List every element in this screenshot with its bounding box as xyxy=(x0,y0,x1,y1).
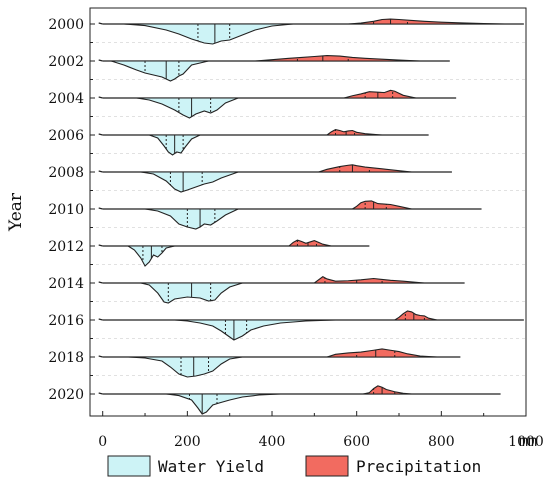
x-axis: 0 200 400 600 800 1000 xyxy=(98,411,544,450)
ridge-baseline-start-2010 xyxy=(98,207,103,210)
ridge-baseline-start-2004 xyxy=(98,96,103,99)
y-tick-label-2002: 2002 xyxy=(48,54,84,70)
ridge-baseline-start-2014 xyxy=(98,281,103,284)
water-yield-density-2020 xyxy=(166,393,281,415)
ridge-2002 xyxy=(98,55,450,82)
water-yield-density-2004 xyxy=(136,97,239,119)
ridge-baseline-start-2002 xyxy=(98,59,103,62)
y-tick-label-2008: 2008 xyxy=(48,165,84,181)
y-axis: 2020 2018 2016 2014 2012 2010 2008 2006 2004 2002… xyxy=(48,17,95,403)
x-tick-label-0: 0 xyxy=(98,434,107,450)
y-tick-label-2012: 2012 xyxy=(48,239,84,255)
ridge-baseline-start-2006 xyxy=(98,133,103,136)
x-tick-label-800: 800 xyxy=(428,434,455,450)
ridge-2008 xyxy=(98,164,452,193)
y-tick-label-2010: 2010 xyxy=(48,202,84,218)
legend-label-water-yield: Water Yield xyxy=(158,457,264,476)
legend: Water Yield Precipitation xyxy=(107,455,481,477)
ridges xyxy=(98,18,524,415)
x-tick-label-1000: 1000 xyxy=(508,434,544,450)
y-axis-title: Year xyxy=(6,192,26,232)
water-yield-density-2016 xyxy=(174,319,336,341)
ridge-baseline-start-2020 xyxy=(98,392,103,395)
x-axis-unit: mm xyxy=(519,432,537,450)
precipitation-density-2008 xyxy=(318,164,412,173)
water-yield-density-2002 xyxy=(110,60,209,82)
y-tick-label-2020: 2020 xyxy=(48,387,84,403)
precipitation-density-2016 xyxy=(392,310,438,321)
ridge-baseline-start-2018 xyxy=(98,355,103,358)
precipitation-density-2004 xyxy=(343,89,417,99)
x-tick-label-600: 600 xyxy=(343,434,370,450)
ridge-2012 xyxy=(98,239,370,267)
y-tick-label-2014: 2014 xyxy=(48,276,84,292)
water-yield-density-2008 xyxy=(140,171,239,193)
precipitation-density-2018 xyxy=(326,348,438,358)
plot-frame xyxy=(89,7,527,417)
ridge-2020 xyxy=(98,385,501,415)
legend-label-precipitation: Precipitation xyxy=(356,457,481,476)
ridge-2000 xyxy=(98,18,524,45)
y-tick-label-2004: 2004 xyxy=(48,91,84,107)
x-tick-label-400: 400 xyxy=(259,434,286,450)
ridge-baseline-start-2012 xyxy=(98,244,103,247)
y-tick-label-2006: 2006 xyxy=(48,128,84,144)
precipitation-density-2012 xyxy=(287,239,332,247)
y-tick-label-2018: 2018 xyxy=(48,350,84,366)
y-tick-label-2016: 2016 xyxy=(48,313,84,329)
precipitation-density-2014 xyxy=(312,276,425,284)
x-tick-label-200: 200 xyxy=(174,434,201,450)
precipitation-density-2002 xyxy=(255,55,421,62)
ridge-baseline-start-2000 xyxy=(98,22,103,25)
gridlines xyxy=(90,42,526,376)
ridge-2016 xyxy=(98,310,524,341)
water-yield-density-2000 xyxy=(123,23,294,45)
precipitation-density-2006 xyxy=(325,129,383,136)
legend-swatch-water-yield xyxy=(107,455,151,477)
ridge-baseline-start-2008 xyxy=(98,170,103,173)
precipitation-density-2010 xyxy=(350,200,412,210)
water-yield-density-2010 xyxy=(144,208,239,230)
precipitation-density-2020 xyxy=(362,385,412,395)
ridge-2006 xyxy=(98,129,429,156)
water-yield-density-2018 xyxy=(128,356,243,378)
precipitation-density-2000 xyxy=(348,18,505,25)
ridge-baseline-start-2016 xyxy=(98,318,103,321)
ridge-2018 xyxy=(98,348,461,378)
legend-swatch-precipitation xyxy=(305,455,349,477)
ridge-2004 xyxy=(98,89,457,119)
ridge-2010 xyxy=(98,200,482,230)
ridge-2014 xyxy=(98,276,465,304)
y-tick-label-2000: 2000 xyxy=(48,17,84,33)
